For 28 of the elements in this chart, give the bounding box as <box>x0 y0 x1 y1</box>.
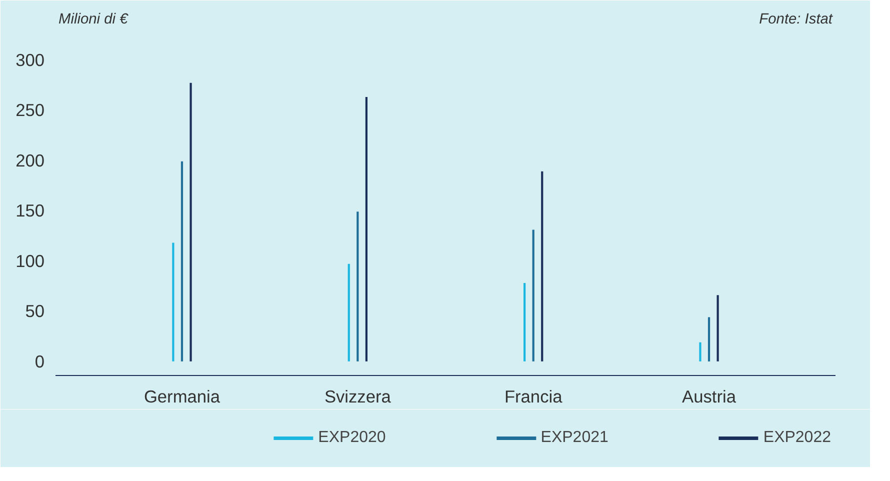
bar <box>180 161 184 362</box>
bar <box>190 82 192 362</box>
y-tick-label: 150 <box>16 200 45 221</box>
x-tick-label: Germania <box>144 386 220 406</box>
y-tick-label: 0 <box>34 351 45 372</box>
x-tick-label: Austria <box>682 386 736 406</box>
y-tick-label: 200 <box>16 150 45 170</box>
annotation: Fonte: Istat <box>759 12 834 28</box>
bar <box>524 283 526 362</box>
bar <box>532 230 534 362</box>
bar <box>716 295 719 362</box>
bar <box>365 96 368 362</box>
bar <box>356 212 359 362</box>
bar <box>172 242 174 362</box>
x-tick-label: Svizzera <box>324 386 392 406</box>
y-tick-label: 300 <box>16 50 45 70</box>
bar <box>348 264 350 362</box>
y-axis-title: Milioni di € <box>58 12 129 28</box>
legend-label: EXP2020 <box>318 429 386 447</box>
y-tick-label: 100 <box>16 250 45 271</box>
legend-label: EXP2021 <box>540 429 608 447</box>
x-tick-label: Francia <box>504 386 563 406</box>
bar <box>708 317 710 362</box>
y-tick-label: 50 <box>25 301 45 322</box>
y-tick-label: 250 <box>16 100 45 120</box>
bar <box>541 171 544 362</box>
legend-label: EXP2022 <box>763 429 831 447</box>
bar <box>699 342 702 362</box>
